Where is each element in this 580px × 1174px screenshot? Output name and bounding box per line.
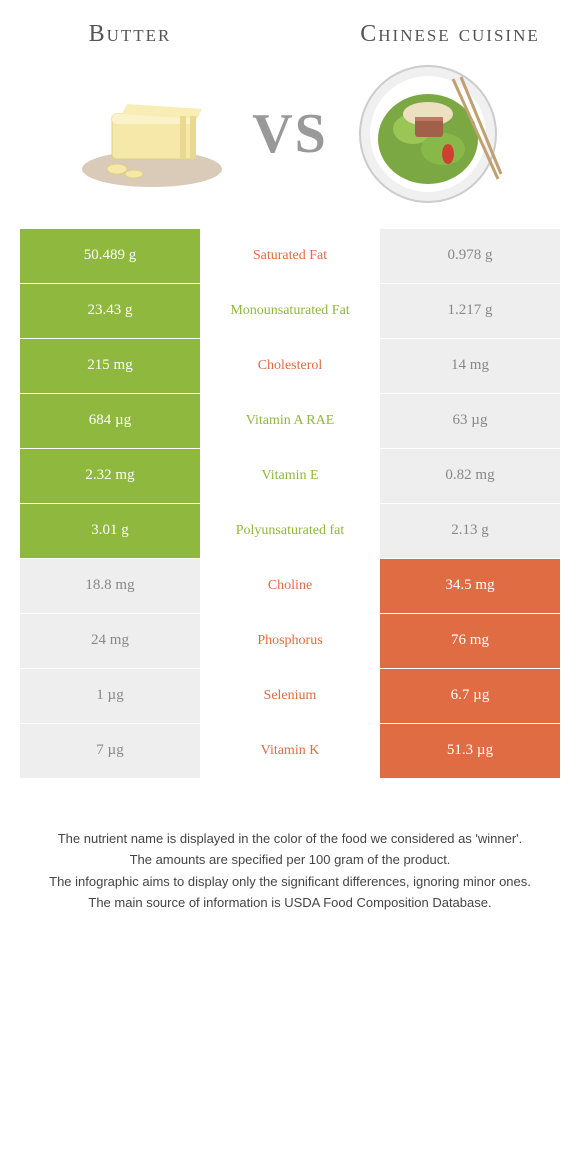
- table-row: 23.43 gMonounsaturated Fat1.217 g: [20, 284, 560, 339]
- table-row: 24 mgPhosphorus76 mg: [20, 614, 560, 669]
- left-value: 24 mg: [20, 614, 200, 668]
- footer-line-4: The main source of information is USDA F…: [40, 893, 540, 913]
- table-row: 215 mgCholesterol14 mg: [20, 339, 560, 394]
- table-row: 2.32 mgVitamin E0.82 mg: [20, 449, 560, 504]
- nutrient-name: Cholesterol: [200, 339, 380, 393]
- footer-line-3: The infographic aims to display only the…: [40, 872, 540, 892]
- table-row: 7 µgVitamin K51.3 µg: [20, 724, 560, 779]
- left-value: 3.01 g: [20, 504, 200, 558]
- left-value: 1 µg: [20, 669, 200, 723]
- header: Butter Chinese cuisine: [0, 0, 580, 59]
- left-food-title: Butter: [30, 20, 230, 49]
- footer-notes: The nutrient name is displayed in the co…: [0, 779, 580, 955]
- nutrient-name: Phosphorus: [200, 614, 380, 668]
- butter-image: [72, 69, 232, 199]
- nutrient-name: Monounsaturated Fat: [200, 284, 380, 338]
- right-value: 76 mg: [380, 614, 560, 668]
- left-value: 684 µg: [20, 394, 200, 448]
- right-value: 34.5 mg: [380, 559, 560, 613]
- nutrient-name: Saturated Fat: [200, 229, 380, 283]
- nutrient-name: Polyunsaturated fat: [200, 504, 380, 558]
- left-value: 23.43 g: [20, 284, 200, 338]
- footer-line-1: The nutrient name is displayed in the co…: [40, 829, 540, 849]
- nutrient-name: Vitamin E: [200, 449, 380, 503]
- nutrient-name: Vitamin A RAE: [200, 394, 380, 448]
- table-row: 684 µgVitamin A RAE63 µg: [20, 394, 560, 449]
- table-row: 50.489 gSaturated Fat0.978 g: [20, 229, 560, 284]
- table-row: 18.8 mgCholine34.5 mg: [20, 559, 560, 614]
- left-value: 215 mg: [20, 339, 200, 393]
- chinese-cuisine-image: [348, 69, 508, 199]
- left-value: 7 µg: [20, 724, 200, 778]
- left-value: 2.32 mg: [20, 449, 200, 503]
- right-food-title: Chinese cuisine: [350, 20, 550, 49]
- vs-label: VS: [252, 102, 328, 166]
- left-value: 50.489 g: [20, 229, 200, 283]
- right-value: 14 mg: [380, 339, 560, 393]
- right-value: 51.3 µg: [380, 724, 560, 778]
- nutrient-table: 50.489 gSaturated Fat0.978 g23.43 gMonou…: [20, 229, 560, 779]
- nutrient-name: Choline: [200, 559, 380, 613]
- nutrient-name: Vitamin K: [200, 724, 380, 778]
- left-value: 18.8 mg: [20, 559, 200, 613]
- footer-line-2: The amounts are specified per 100 gram o…: [40, 850, 540, 870]
- nutrient-name: Selenium: [200, 669, 380, 723]
- right-value: 6.7 µg: [380, 669, 560, 723]
- table-row: 1 µgSelenium6.7 µg: [20, 669, 560, 724]
- images-row: VS: [0, 59, 580, 229]
- right-value: 0.82 mg: [380, 449, 560, 503]
- right-value: 1.217 g: [380, 284, 560, 338]
- right-value: 0.978 g: [380, 229, 560, 283]
- right-value: 63 µg: [380, 394, 560, 448]
- table-row: 3.01 gPolyunsaturated fat2.13 g: [20, 504, 560, 559]
- right-value: 2.13 g: [380, 504, 560, 558]
